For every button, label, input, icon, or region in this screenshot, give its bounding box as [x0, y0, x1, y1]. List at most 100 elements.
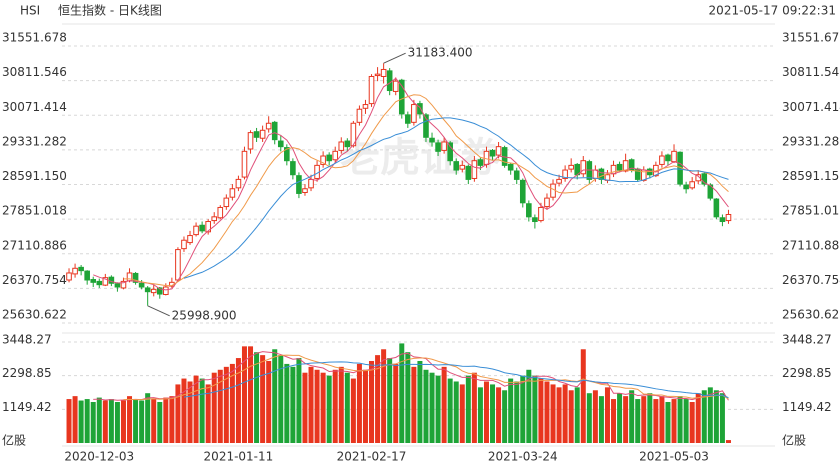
candle-body	[114, 283, 121, 288]
volume-bar	[586, 393, 592, 443]
volume-bar	[514, 381, 520, 443]
y2-tick-label: 2298.85	[2, 366, 52, 380]
y2-tick-label: 3448.27	[2, 333, 52, 347]
candle-body	[247, 132, 254, 150]
candle-body	[495, 146, 502, 156]
y-tick-label: 29331.282	[782, 134, 840, 148]
candle-body	[695, 174, 702, 182]
volume-bar	[725, 440, 731, 443]
candle-body	[144, 287, 151, 293]
candle-body	[205, 221, 211, 233]
candle-body	[622, 160, 629, 172]
volume-bar	[296, 358, 302, 443]
volume-bar	[508, 378, 514, 443]
y-tick-label: 29331.282	[2, 134, 67, 148]
candle-body	[211, 216, 218, 222]
volume-bar	[459, 384, 465, 443]
x-tick-label: 2021-02-17	[337, 450, 407, 464]
y-tick-label: 28591.150	[2, 169, 67, 183]
volume-bar	[375, 355, 381, 443]
y2-tick-label: 1149.42	[782, 400, 832, 414]
candle-body	[78, 266, 84, 272]
volume-bar	[483, 381, 489, 443]
volume-bar	[695, 393, 701, 443]
volume-bar	[435, 375, 441, 443]
volume-bar	[332, 369, 338, 443]
y-tick-label: 27851.018	[782, 204, 840, 218]
x-tick-label: 2021-03-24	[488, 450, 558, 464]
candle-body	[277, 140, 284, 148]
candle-body	[265, 122, 272, 130]
candle-body	[465, 165, 472, 180]
volume-bar	[314, 369, 320, 443]
candle-body	[441, 141, 447, 151]
volume-bar	[199, 378, 205, 443]
annotation-leader	[383, 52, 406, 64]
y-tick-label: 28591.150	[782, 169, 840, 183]
volume-bar	[617, 393, 623, 443]
volume-bar	[362, 369, 368, 443]
volume-bar	[266, 360, 272, 443]
annotation: 31183.400	[408, 46, 473, 60]
volume-bar	[544, 381, 550, 443]
y-tick-label: 26370.754	[782, 273, 840, 287]
volume-bar	[350, 378, 356, 443]
volume-bar	[84, 399, 90, 443]
volume-bar	[181, 378, 187, 443]
volume-bar	[399, 343, 405, 443]
candle-body	[374, 73, 381, 77]
volume-bar	[623, 396, 629, 443]
volume-bar	[659, 396, 665, 443]
candle-body	[90, 279, 97, 283]
candle-body	[187, 235, 193, 244]
volume-bar	[568, 390, 574, 443]
volume-bar	[133, 399, 139, 443]
candle-body	[659, 155, 665, 165]
volume-bar	[205, 384, 211, 443]
candle-body	[308, 178, 314, 189]
volume-bar	[102, 400, 108, 443]
candle-body	[562, 169, 568, 179]
volume-bar	[417, 360, 423, 443]
volume-bar	[175, 384, 181, 443]
volume-bar	[683, 399, 689, 443]
volume-bar	[241, 346, 247, 443]
y-tick-label: 27110.886	[2, 238, 67, 252]
volume-bar	[471, 372, 477, 443]
volume-bar	[78, 400, 84, 443]
candle-body	[689, 181, 695, 189]
volume-bar	[211, 372, 217, 443]
volume-bar	[490, 384, 496, 443]
candle-body	[271, 121, 278, 141]
volume-bar	[671, 399, 677, 443]
candle-body	[350, 122, 357, 147]
volume-bar	[393, 363, 399, 443]
volume-bar	[592, 390, 598, 443]
candle-body	[459, 164, 466, 170]
volume-bar	[520, 375, 526, 443]
volume-bar	[169, 396, 175, 443]
y-tick-label: 26370.754	[2, 273, 67, 287]
volume-bar	[96, 397, 102, 443]
volume-bar	[187, 381, 193, 443]
candle-body	[671, 150, 677, 163]
volume-bar	[453, 381, 459, 443]
volume-bar	[538, 378, 544, 443]
candle-body	[344, 140, 351, 148]
candle-body	[417, 103, 423, 115]
candle-body	[156, 287, 163, 295]
volume-bar	[562, 384, 568, 443]
volume-bar	[611, 399, 617, 443]
candle-body	[513, 170, 520, 180]
candle-body	[368, 75, 375, 105]
volume-bar	[526, 369, 532, 443]
x-tick-label: 2021-05-03	[639, 450, 709, 464]
candle-body	[175, 249, 181, 281]
y2-tick-label: 亿股	[2, 433, 26, 448]
volume-bar	[635, 399, 641, 443]
volume-bar	[429, 372, 435, 443]
candle-body	[538, 206, 544, 222]
candle-body	[126, 272, 133, 282]
volume-bar	[254, 352, 260, 443]
